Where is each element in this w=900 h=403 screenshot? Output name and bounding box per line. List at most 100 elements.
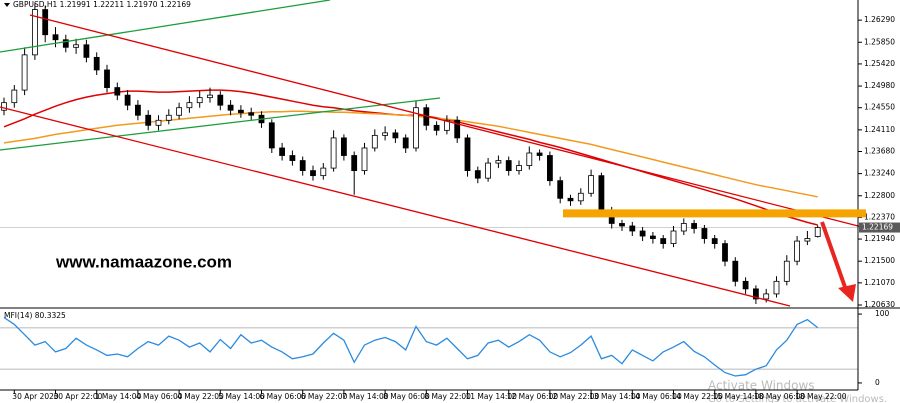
notice-text: Go to Settings to activate Windows. <box>708 394 887 403</box>
candle-body <box>351 155 358 172</box>
candle-body <box>42 9 49 36</box>
x-tick-label: 4 May 06:00 <box>136 392 183 401</box>
candle-body <box>310 170 316 177</box>
y-tick-label: 1.23240 <box>864 169 895 178</box>
candle-body <box>114 87 121 96</box>
x-tick-label: 5 May 14:00 <box>218 392 265 401</box>
last-price-box <box>859 222 900 233</box>
candle-body <box>155 119 162 126</box>
candle-body <box>639 230 646 237</box>
y-tick-label: 1.22800 <box>864 191 895 200</box>
menu-icon <box>4 3 10 7</box>
channel-line <box>0 106 791 307</box>
last-price-label: 1.22169 <box>862 223 893 232</box>
candle-body <box>11 89 18 104</box>
indicator-line <box>3 316 819 377</box>
candle-body <box>32 9 38 56</box>
candle-body <box>814 227 821 237</box>
x-tick-label: 12 May 06:00 <box>507 392 559 401</box>
y-tick-label: 1.22370 <box>864 212 895 221</box>
x-tick-label: 6 May 06:00 <box>260 392 307 401</box>
candle-body <box>577 192 584 202</box>
y-tick-label: 1.26290 <box>864 15 895 24</box>
plot-layer <box>0 3 858 377</box>
x-tick-label: 6 May 22:00 <box>301 392 348 401</box>
x-tick-label: 7 May 14:00 <box>342 392 389 401</box>
y-tick-label: 0 <box>875 378 880 387</box>
candle-body <box>52 34 59 41</box>
candle-body <box>629 225 636 232</box>
candle-body <box>1 102 7 111</box>
candle-body <box>134 104 141 116</box>
candle-body <box>402 137 409 149</box>
candle-body <box>21 54 28 91</box>
x-tick-label: 15 May 14:00 <box>713 392 765 401</box>
candle-body <box>289 155 296 161</box>
candle-body <box>680 223 687 232</box>
candle-body <box>299 160 306 172</box>
candle-body <box>660 238 667 244</box>
candle-body <box>73 44 79 48</box>
candle-body <box>217 94 224 106</box>
x-tick-label: 30 Apr 22:00 <box>54 392 103 401</box>
candle-body <box>753 288 759 300</box>
candle-body <box>371 134 378 149</box>
x-tick-label: 18 May 22:00 <box>795 392 847 401</box>
x-tick-label: 11 May 14:00 <box>466 392 518 401</box>
candle-body <box>145 114 152 126</box>
y-tick-label: 1.25850 <box>864 37 895 46</box>
x-tick-label: 18 May 06:00 <box>754 392 806 401</box>
candle-body <box>176 107 183 116</box>
candle-body <box>93 56 100 71</box>
candle-body <box>547 155 553 182</box>
y-tick-label: 1.20630 <box>864 300 895 309</box>
y-tick-label: 1.24980 <box>864 81 895 90</box>
trend-line <box>0 0 331 53</box>
candle-body <box>650 235 656 239</box>
candle-body <box>83 44 90 58</box>
arrow <box>820 221 848 291</box>
candle-body <box>279 147 286 156</box>
x-tick-label: 4 May 22:00 <box>177 392 224 401</box>
candle-body <box>567 197 574 202</box>
candle-body <box>505 160 512 172</box>
candle-body <box>619 223 625 227</box>
candle-body <box>124 94 131 106</box>
candle-body <box>732 260 739 282</box>
candle-body <box>536 152 543 156</box>
y-tick-label: 1.21500 <box>864 256 895 265</box>
watermark: www.namaazone.com <box>55 252 232 271</box>
candle-body <box>701 228 708 239</box>
candle-body <box>320 167 327 177</box>
candle-body <box>526 152 533 166</box>
candle-body <box>248 112 255 116</box>
y-tick-label: 100 <box>875 309 890 318</box>
candle-body <box>443 119 450 131</box>
y-tick-label: 1.23680 <box>864 146 895 155</box>
x-tick-label: 14 May 22:00 <box>672 392 724 401</box>
candle-body <box>495 160 502 164</box>
candle-body <box>413 107 419 149</box>
candle-body <box>268 122 275 149</box>
candle-body <box>557 180 564 199</box>
candle-body <box>598 175 605 212</box>
candle-body <box>186 102 193 109</box>
candle-body <box>62 39 69 48</box>
x-tick-label: 14 May 06:00 <box>630 392 682 401</box>
trend-line <box>0 97 441 151</box>
candle-body <box>588 175 594 194</box>
x-tick-label: 8 May 22:00 <box>424 392 471 401</box>
candle-body <box>165 114 172 121</box>
candle-body <box>742 280 749 290</box>
candle-body <box>237 109 244 114</box>
candle-body <box>196 97 203 104</box>
candle-body <box>340 137 347 156</box>
x-tick-label: 1 May 14:00 <box>95 392 142 401</box>
candle-body <box>722 243 728 262</box>
candle-body <box>330 137 337 169</box>
notice-title: Activate Windows <box>708 379 815 393</box>
candle-body <box>392 132 399 139</box>
arrow-head <box>838 284 856 302</box>
candle-body <box>361 147 368 172</box>
